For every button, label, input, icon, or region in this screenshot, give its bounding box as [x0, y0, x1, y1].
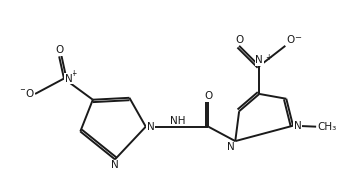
Text: −: −	[294, 34, 301, 43]
Text: O: O	[26, 89, 34, 99]
Text: N: N	[256, 55, 263, 65]
Text: +: +	[265, 53, 272, 62]
Text: O: O	[204, 91, 213, 101]
Text: NH: NH	[170, 116, 185, 126]
Text: N: N	[147, 122, 155, 132]
Text: O: O	[235, 35, 243, 45]
Text: N: N	[111, 160, 119, 170]
Text: N: N	[65, 74, 73, 84]
Text: N: N	[226, 142, 234, 152]
Text: O: O	[286, 35, 295, 45]
Text: −: −	[19, 86, 26, 95]
Text: CH₃: CH₃	[317, 122, 336, 132]
Text: O: O	[55, 46, 63, 56]
Text: +: +	[71, 69, 77, 78]
Text: N: N	[294, 121, 302, 131]
